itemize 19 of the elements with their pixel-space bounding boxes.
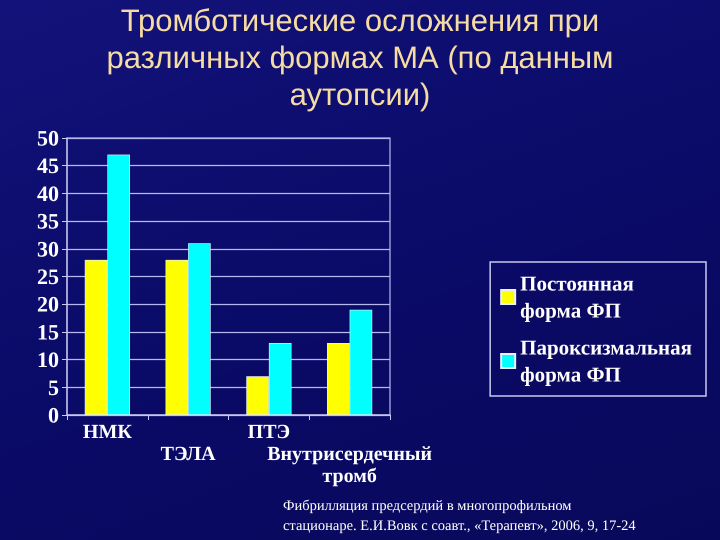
legend-label: Пароксизмальная форма ФП (520, 336, 692, 386)
y-tick-label: 15 (37, 319, 59, 344)
text: Фибрилляция предсердий в многопрофильном стационаре. Е.И.Вовк с соавт., «Терапевт», 2006, 9, 17-24 (283, 497, 637, 536)
y-tick-label: 35 (37, 208, 59, 234)
y-tick-label: 0 (48, 402, 59, 428)
y-tick-label: 25 (37, 264, 59, 289)
y-tick-label: 5 (48, 374, 59, 400)
x-tick-label: ТЭЛА (160, 443, 216, 465)
y-tick-label: 10 (37, 347, 59, 372)
legend-label: Постоянная форма ФП (520, 272, 634, 322)
y-tick-label: 45 (37, 153, 59, 178)
y-tick-label: 30 (37, 236, 59, 262)
y-tick-label: 50 (37, 126, 59, 150)
chart-title: Тромботические осложнения при различных формах МА (по данным аутопсии) (106, 2, 614, 113)
x-tick-label: Внутрисердечный тромб (267, 443, 432, 487)
y-tick-label: 40 (37, 180, 59, 206)
x-tick-label: ПТЭ (248, 421, 290, 443)
x-tick-label: НМК (82, 421, 132, 443)
y-tick-label: 20 (37, 292, 59, 317)
